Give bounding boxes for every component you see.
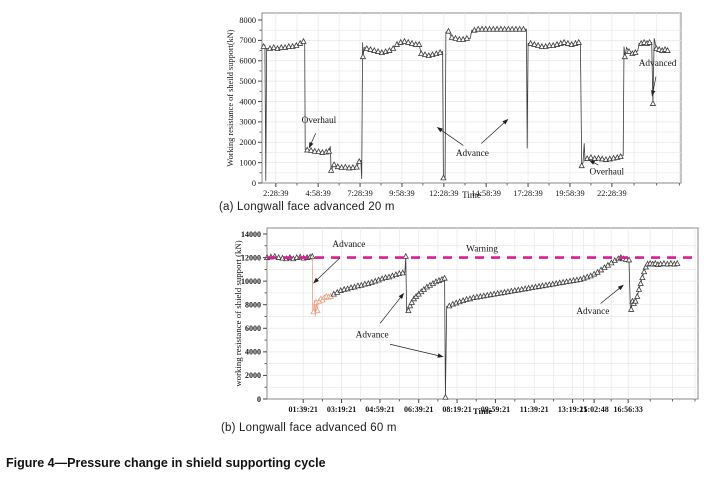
svg-text:Advance: Advance: [356, 331, 389, 341]
svg-text:8000: 8000: [245, 301, 261, 310]
svg-text:9:58:39: 9:58:39: [389, 189, 414, 198]
caption-chart-a: (a) Longwall face advanced 20 m: [219, 201, 395, 213]
svg-text:4000: 4000: [245, 348, 261, 357]
svg-text:Advance: Advance: [456, 149, 489, 159]
svg-text:14:58:39: 14:58:39: [471, 189, 501, 198]
caption-chart-b: (b) Longwall face advanced 60 m: [221, 422, 397, 434]
svg-text:6000: 6000: [239, 57, 256, 66]
svg-text:2:28:39: 2:28:39: [263, 189, 288, 198]
svg-text:5000: 5000: [239, 77, 256, 86]
svg-text:03:19:21: 03:19:21: [327, 405, 356, 414]
svg-text:10000: 10000: [241, 277, 261, 286]
plot-box-a: [261, 12, 682, 184]
svg-text:Overhaul: Overhaul: [590, 167, 625, 177]
svg-text:14000: 14000: [241, 230, 261, 239]
series-a-0: [260, 25, 671, 182]
svg-text:04:59:21: 04:59:21: [365, 405, 394, 414]
svg-text:4:58:39: 4:58:39: [305, 189, 330, 198]
annotations-a: Overhaul Advance Overhaul Advanced: [302, 59, 677, 178]
svg-text:11:39:21: 11:39:21: [520, 405, 549, 414]
svg-text:Advance: Advance: [332, 240, 365, 250]
svg-text:3000: 3000: [239, 118, 256, 127]
svg-text:2000: 2000: [239, 138, 256, 147]
svg-text:06:39:21: 06:39:21: [404, 405, 433, 414]
svg-text:7:28:39: 7:28:39: [347, 189, 372, 198]
svg-text:0: 0: [257, 395, 261, 404]
series-b-2: [330, 252, 681, 400]
series-b-1: [310, 256, 334, 317]
svg-text:Overhaul: Overhaul: [302, 116, 337, 126]
svg-text:7000: 7000: [239, 36, 256, 45]
chart-b: 0 2000 4000 6000 8000 10000 12000 14000 01:39:21…: [233, 227, 699, 416]
svg-text:6000: 6000: [245, 324, 261, 333]
svg-text:Time: Time: [462, 190, 481, 200]
svg-text:09:59:21: 09:59:21: [481, 405, 510, 414]
svg-text:Advanced: Advanced: [639, 59, 677, 69]
svg-text:2000: 2000: [245, 371, 261, 380]
svg-text:12:28:39: 12:28:39: [429, 189, 459, 198]
svg-text:Time: Time: [473, 406, 492, 416]
svg-text:Advance: Advance: [576, 307, 609, 317]
svg-text:08:19:21: 08:19:21: [442, 405, 471, 414]
axes-a: 0 1000 2000 3000 4000 5000 6000 7000 8000 2:28:39…: [226, 16, 680, 200]
svg-text:16:56:33: 16:56:33: [614, 405, 643, 414]
svg-text:19:58:39: 19:58:39: [555, 189, 585, 198]
svg-text:22:28:39: 22:28:39: [597, 189, 627, 198]
svg-text:1000: 1000: [239, 158, 256, 167]
svg-text:working resistance of shield s: working resistance of shield support (kN…: [233, 240, 243, 386]
annotations-b: Advance Advance Advance Warning: [313, 240, 624, 358]
svg-text:15:02:48: 15:02:48: [579, 405, 608, 414]
svg-text:4000: 4000: [239, 97, 256, 106]
svg-text:01:39:21: 01:39:21: [289, 405, 318, 414]
grid-a: [262, 13, 681, 183]
chart-a: 0 1000 2000 3000 4000 5000 6000 7000 8000 2:28:39…: [226, 12, 682, 200]
svg-text:Working resistance of sheild s: Working resistance of sheild support(kN): [226, 29, 235, 166]
svg-text:17:28:39: 17:28:39: [513, 189, 543, 198]
svg-text:12000: 12000: [241, 253, 261, 262]
figure-title: Figure 4—Pressure change in shield suppo…: [6, 456, 326, 470]
svg-text:Warning: Warning: [466, 245, 498, 255]
axes-b: 0 2000 4000 6000 8000 10000 12000 14000 01:39:21…: [233, 230, 696, 416]
svg-text:13:19:21: 13:19:21: [558, 405, 587, 414]
svg-text:8000: 8000: [239, 16, 256, 25]
svg-text:0: 0: [252, 179, 256, 188]
